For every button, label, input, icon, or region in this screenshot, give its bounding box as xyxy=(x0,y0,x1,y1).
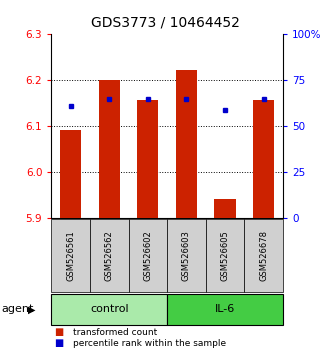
Text: GSM526603: GSM526603 xyxy=(182,230,191,281)
Text: percentile rank within the sample: percentile rank within the sample xyxy=(73,339,226,348)
Text: agent: agent xyxy=(2,304,34,314)
Text: ■: ■ xyxy=(55,327,64,337)
Text: GSM526602: GSM526602 xyxy=(143,230,152,281)
Text: GSM526678: GSM526678 xyxy=(259,230,268,281)
Text: GSM526561: GSM526561 xyxy=(66,230,75,281)
Bar xyxy=(253,100,274,218)
Text: ▶: ▶ xyxy=(28,304,36,314)
Text: ■: ■ xyxy=(55,338,64,348)
Bar xyxy=(214,199,236,218)
Bar xyxy=(176,70,197,218)
Bar xyxy=(137,100,159,218)
Text: GSM526605: GSM526605 xyxy=(220,230,230,281)
Bar xyxy=(60,130,81,218)
Text: GDS3773 / 10464452: GDS3773 / 10464452 xyxy=(91,16,240,30)
Bar xyxy=(99,80,120,218)
Text: control: control xyxy=(90,304,128,314)
Text: transformed count: transformed count xyxy=(73,327,157,337)
Text: GSM526562: GSM526562 xyxy=(105,230,114,281)
Text: IL-6: IL-6 xyxy=(215,304,235,314)
